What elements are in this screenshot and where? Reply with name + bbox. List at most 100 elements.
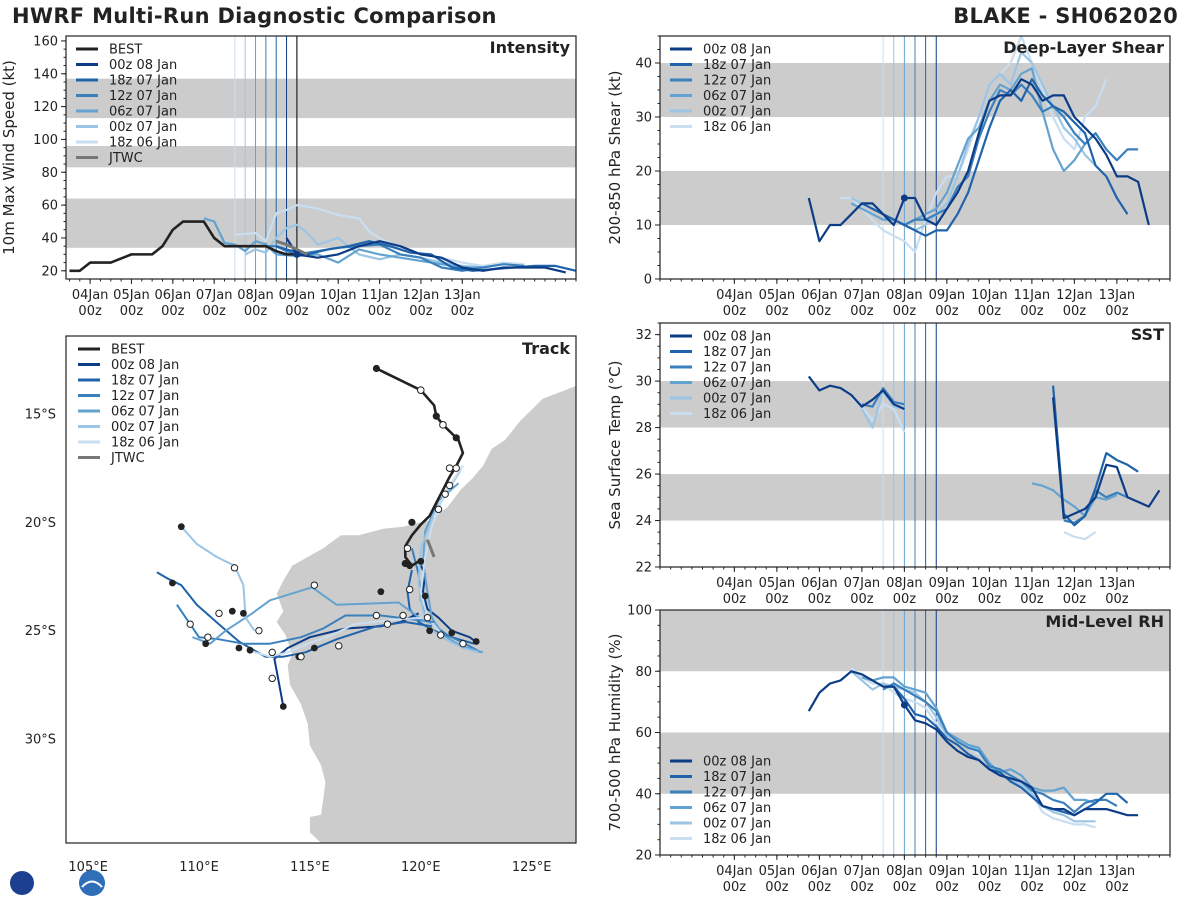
x-tick-label: 04Jan <box>72 288 109 303</box>
x-tick-label: 00z <box>1063 880 1087 895</box>
panel-title: Deep-Layer Shear <box>1003 38 1164 57</box>
legend-label: BEST <box>109 43 142 58</box>
x-tick-label: 10Jan <box>971 288 1008 303</box>
y-tick-label: 120 <box>33 100 58 115</box>
x-tick-label: 00z <box>120 304 144 319</box>
series-line-run-5 <box>1063 531 1097 541</box>
track-run-line <box>247 616 424 658</box>
legend-label: 00z 07 Jan <box>703 392 771 407</box>
x-tick-label: 13Jan <box>444 288 481 303</box>
x-tick-label: 00z <box>1105 304 1129 319</box>
x-tick-label: 00z <box>808 304 832 319</box>
x-tick-label: 06Jan <box>801 288 838 303</box>
track-point-filled <box>239 609 247 617</box>
track-point-open <box>445 481 454 490</box>
series-line-run-0 <box>1052 397 1161 520</box>
x-tick-label: 08Jan <box>886 288 923 303</box>
x-tick-label: 11Jan <box>1014 576 1051 591</box>
y-tick-label: 60 <box>635 726 652 741</box>
panel-title: Track <box>522 339 570 358</box>
x-tick-label: 00z <box>285 304 309 319</box>
x-tick-label: 00z <box>723 880 747 895</box>
x-tick-label: 07Jan <box>844 576 881 591</box>
series-line-run-0 <box>807 375 905 411</box>
x-tick-label: 00z <box>765 880 789 895</box>
legend-label: 06z 07 Jan <box>703 801 771 816</box>
x-tick-label: 00z <box>723 304 747 319</box>
y-tick-label: 24 <box>635 514 652 529</box>
cira-logo <box>6 868 106 898</box>
legend-label: 18z 06 Jan <box>111 436 179 451</box>
legend-label: 00z 07 Jan <box>111 420 179 435</box>
panel-rh: 2040608010004Jan00z05Jan00z06Jan00z07Jan… <box>606 604 1171 895</box>
y-axis-label: 700-500 hPa Humidity (%) <box>606 633 624 831</box>
y-tick-label: 40 <box>635 787 652 802</box>
best-point-filled <box>372 364 381 373</box>
x-tick-label: 00z <box>978 880 1002 895</box>
y-tick-label: 30 <box>635 111 652 126</box>
x-tick-label: 00z <box>808 880 832 895</box>
track-point-open <box>186 620 194 628</box>
series-line-best <box>69 220 297 273</box>
y-tick-label: 20 <box>635 165 652 180</box>
x-tick-label: 00z <box>161 304 185 319</box>
x-tick-label: 12Jan <box>1056 576 1093 591</box>
x-tick-label: 00z <box>1020 880 1044 895</box>
x-tick-label: 13Jan <box>1099 576 1136 591</box>
x-tick-label: 110°E <box>179 860 219 875</box>
legend-label: 00z 08 Jan <box>111 358 179 373</box>
series-line-run-5 <box>850 667 1096 829</box>
best-init-point <box>293 250 301 258</box>
x-tick-label: 00z <box>935 592 959 607</box>
x-tick-label: 00z <box>1020 304 1044 319</box>
x-tick-label: 00z <box>893 880 917 895</box>
legend-label: 18z 06 Jan <box>703 407 771 422</box>
legend-label: 12z 07 Jan <box>109 89 177 104</box>
track-point-open <box>434 505 443 514</box>
legend-label: 06z 07 Jan <box>109 105 177 120</box>
best-point-filled <box>401 559 409 568</box>
series-line-run-1 <box>861 78 1129 237</box>
y-tick-label: 160 <box>33 34 58 49</box>
x-tick-label: 00z <box>202 304 226 319</box>
logo-globe-icon <box>10 871 34 895</box>
x-tick-label: 00z <box>244 304 268 319</box>
x-tick-label: 120°E <box>401 860 441 875</box>
y-tick-label: 100 <box>33 133 58 148</box>
series-line-run-3 <box>1031 482 1118 518</box>
x-tick-label: 00z <box>850 592 874 607</box>
track-jtwc-line <box>426 539 436 558</box>
legend-label: 00z 07 Jan <box>703 817 771 832</box>
legend-label: JTWC <box>108 151 143 166</box>
x-tick-label: 10Jan <box>971 864 1008 879</box>
legend-label: 18z 07 Jan <box>109 74 177 89</box>
x-tick-label: 00z <box>368 304 392 319</box>
x-tick-label: 07Jan <box>196 288 233 303</box>
legend-label: 12z 07 Jan <box>703 361 771 376</box>
plot-frame <box>65 335 577 844</box>
legend-label: 18z 07 Jan <box>703 345 771 360</box>
panel-intensity: 2040608010012014016004Jan00z05Jan00z06Ja… <box>0 34 577 319</box>
x-tick-label: 00z <box>409 304 433 319</box>
best-init-point <box>900 194 908 202</box>
track-point-open <box>372 611 381 620</box>
x-tick-label: 10Jan <box>971 576 1008 591</box>
track-point-open <box>405 585 414 594</box>
x-tick-label: 06Jan <box>801 864 838 879</box>
track-point-filled <box>202 640 210 648</box>
legend-label: JTWC <box>110 451 145 466</box>
panel-title: Intensity <box>490 38 571 57</box>
y-tick-label: 80 <box>41 166 58 181</box>
x-tick-label: 00z <box>1105 592 1129 607</box>
track-point-open <box>297 652 305 661</box>
track-point-open <box>459 639 467 648</box>
legend-label: 12z 07 Jan <box>703 786 771 801</box>
x-tick-label: 00z <box>765 592 789 607</box>
panel-title: SST <box>1131 325 1164 344</box>
track-point-filled <box>177 523 185 531</box>
x-tick-label: 04Jan <box>716 288 753 303</box>
x-tick-label: 04Jan <box>716 864 753 879</box>
x-tick-label: 00z <box>935 304 959 319</box>
x-tick-label: 12Jan <box>1056 288 1093 303</box>
